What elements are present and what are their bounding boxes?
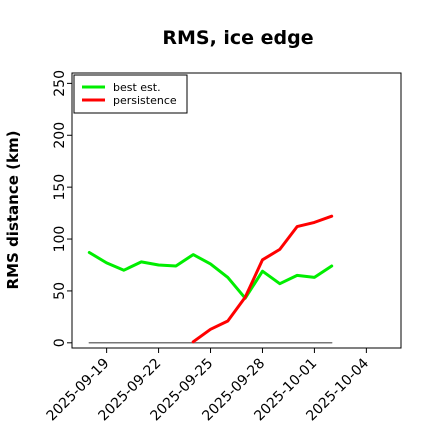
y-tick-label: 200 — [52, 122, 68, 149]
chart-title: RMS, ice edge — [162, 27, 313, 49]
legend-label: persistence — [113, 94, 177, 107]
plot-area — [71, 72, 402, 349]
y-tick-label: 100 — [52, 226, 68, 253]
series-group — [87, 214, 334, 344]
y-tick-label: 0 — [52, 338, 68, 347]
legend-box — [73, 74, 188, 114]
y-tick-label: 150 — [52, 174, 68, 201]
legend: best est.persistence — [73, 74, 188, 114]
x-axis: 2025-09-192025-09-222025-09-252025-09-28… — [44, 348, 372, 424]
y-tick-label: 50 — [52, 282, 68, 300]
y-axis: 0 50 100 150 200 250 — [52, 70, 72, 347]
legend-label: best est. — [113, 81, 161, 94]
series-line-persistence — [191, 214, 334, 344]
y-axis-label: RMS distance (km) — [4, 131, 22, 290]
series-line-best-est — [87, 251, 334, 300]
y-tick-label: 250 — [52, 70, 68, 97]
